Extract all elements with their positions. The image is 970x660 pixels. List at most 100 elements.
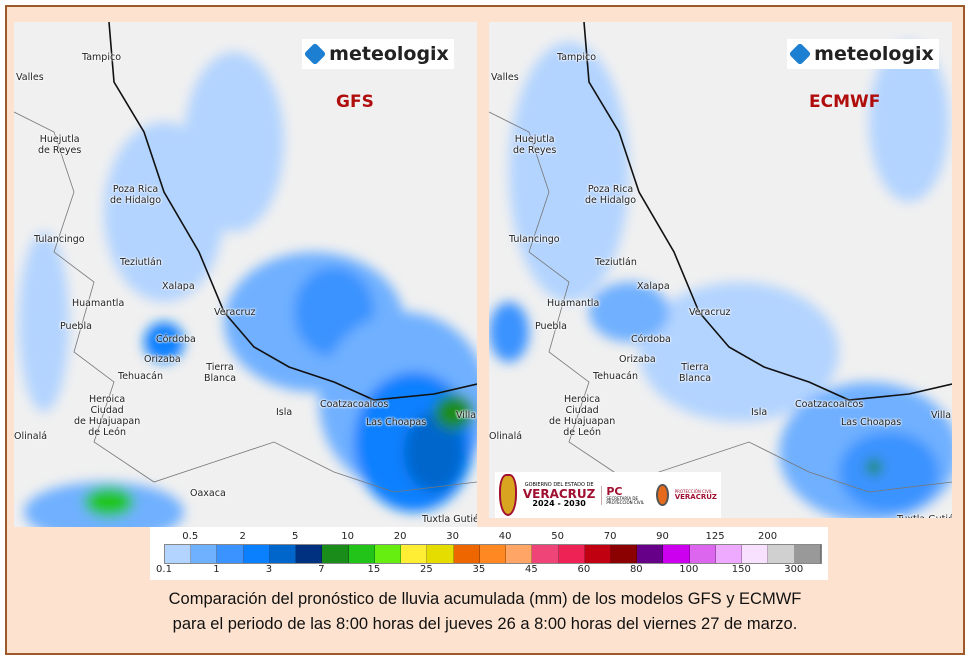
precip-area xyxy=(869,42,949,202)
color-swatch xyxy=(427,545,454,563)
city-label: Tierra Blanca xyxy=(679,362,712,384)
precip-area xyxy=(404,412,464,492)
city-label: Huamantla xyxy=(72,298,125,309)
logo-text: meteologix xyxy=(814,43,934,65)
city-label: Villa xyxy=(456,410,477,421)
city-label: Isla xyxy=(751,407,768,418)
color-swatch xyxy=(217,545,244,563)
coastline xyxy=(108,22,477,401)
color-swatch xyxy=(663,545,690,563)
legend-tick-bottom: 0.1 xyxy=(156,564,172,575)
precip-area xyxy=(489,302,529,362)
city-label: Poza Rica de Hidalgo xyxy=(585,184,637,206)
city-label: Tampico xyxy=(557,52,597,63)
city-label: Orizaba xyxy=(619,354,656,365)
city-label: Puebla xyxy=(60,321,92,332)
legend-tick-top: 125 xyxy=(705,531,725,542)
legend-tick-bottom: 45 xyxy=(524,564,538,575)
city-label: Teziutlán xyxy=(595,257,637,268)
city-label: Orizaba xyxy=(144,354,181,365)
caption-line1: Comparación del pronóstico de lluvia acu… xyxy=(168,590,802,608)
city-label: Valles xyxy=(491,72,519,83)
legend-tick-top: 70 xyxy=(603,531,617,542)
city-label: Olinalá xyxy=(489,431,523,442)
legend-tick-bottom: 7 xyxy=(318,564,325,575)
color-swatch xyxy=(794,545,821,563)
precip-area xyxy=(184,52,284,232)
state-border xyxy=(489,111,952,493)
city-label: Tehuacán xyxy=(118,371,163,382)
city-label: Tulancingo xyxy=(509,234,560,245)
model-label: GFS xyxy=(336,92,374,112)
pc-label: PC xyxy=(606,484,623,498)
color-swatch xyxy=(348,545,375,563)
meteologix-logo: meteologix xyxy=(302,39,454,69)
legend-tick-top: 40 xyxy=(498,531,512,542)
government-logos: GOBIERNO DEL ESTADO DE VERACRUZ 2024 - 2… xyxy=(495,472,721,518)
color-scale xyxy=(164,544,822,564)
color-swatch xyxy=(374,545,402,563)
legend-tick-top: 30 xyxy=(446,531,459,542)
legend-tick-bottom: 150 xyxy=(731,564,751,575)
gov-line3: 2024 - 2030 xyxy=(532,498,586,508)
city-label: Oaxaca xyxy=(190,488,226,499)
color-swatch xyxy=(610,545,638,563)
color-swatch xyxy=(322,545,349,563)
city-label: Coatzacoalcos xyxy=(320,399,389,410)
city-label: Coatzacoalcos xyxy=(795,399,864,410)
city-label: Xalapa xyxy=(162,281,195,292)
city-label: Huejutla de Reyes xyxy=(38,134,82,156)
legend-tick-bottom: 100 xyxy=(679,564,699,575)
city-label: Huamantla xyxy=(547,298,600,309)
precip-area xyxy=(509,42,629,302)
legend-tick-top: 50 xyxy=(551,531,564,542)
legend-tick-bottom: 1 xyxy=(213,564,220,575)
gov-line1: GOBIERNO DEL ESTADO DE xyxy=(524,481,594,488)
coastline xyxy=(583,22,952,401)
legend-tick-top: 20 xyxy=(393,531,407,542)
legend-tick-top: 2 xyxy=(239,531,246,542)
civil-protection-icon xyxy=(656,484,669,506)
meteologix-logo: meteologix xyxy=(787,39,939,69)
color-swatch xyxy=(191,545,218,563)
city-label: Villa xyxy=(931,410,952,421)
city-label: Tehuacán xyxy=(593,371,638,382)
caption-line2: para el periodo de las 8:00 horas del ju… xyxy=(172,615,798,633)
state-border xyxy=(14,111,477,493)
city-label: Tulancingo xyxy=(34,234,85,245)
city-label: Veracruz xyxy=(214,307,256,318)
meteologix-gem-icon xyxy=(303,42,327,66)
city-label: Puebla xyxy=(535,321,567,332)
color-swatch xyxy=(453,545,480,563)
city-label: Tampico xyxy=(82,52,122,63)
city-label: Teziutlán xyxy=(120,257,162,268)
color-swatch xyxy=(296,545,323,563)
legend-tick-top: 10 xyxy=(341,531,355,542)
gov-line2: VERACRUZ xyxy=(522,486,596,501)
color-swatch xyxy=(558,545,585,563)
city-label: Tierra Blanca xyxy=(204,362,237,384)
legend-tick-bottom: 60 xyxy=(577,564,591,575)
city-label: Isla xyxy=(276,407,293,418)
city-label: Veracruz xyxy=(689,307,731,318)
pcv-line2: VERACRUZ xyxy=(674,492,717,501)
legend-tick-top: 5 xyxy=(292,531,299,542)
city-label: Las Choapas xyxy=(841,417,902,428)
legend-tick-bottom: 25 xyxy=(420,564,433,575)
meteologix-gem-icon xyxy=(788,42,812,66)
city-label: Córdoba xyxy=(631,334,671,345)
color-swatch xyxy=(506,545,533,563)
city-label: Las Choapas xyxy=(366,417,427,428)
legend-tick-top: 200 xyxy=(757,531,778,542)
color-swatch xyxy=(715,545,743,563)
city-label: Xalapa xyxy=(637,281,670,292)
legend-tick-bottom: 15 xyxy=(367,564,381,575)
precip-area xyxy=(144,322,184,362)
color-swatch xyxy=(689,545,716,563)
color-swatch xyxy=(742,545,769,563)
city-label: Heroica Ciudad de Huajuapan de León xyxy=(74,394,141,438)
legend-tick-top: 90 xyxy=(656,531,669,542)
city-label: Heroica Ciudad de Huajuapan de León xyxy=(549,394,616,438)
veracruz-coat-of-arms-icon xyxy=(499,474,517,516)
legend-tick-bottom: 35 xyxy=(472,564,486,575)
